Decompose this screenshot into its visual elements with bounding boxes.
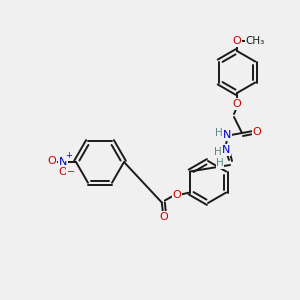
Text: O: O xyxy=(172,190,181,200)
Text: CH₃: CH₃ xyxy=(245,36,265,46)
Text: O: O xyxy=(58,167,68,177)
Text: O: O xyxy=(232,99,242,109)
Text: −: − xyxy=(67,167,75,177)
Text: O: O xyxy=(48,156,56,166)
Text: O: O xyxy=(159,212,168,221)
Text: H: H xyxy=(215,128,223,138)
Text: O: O xyxy=(232,36,242,46)
Text: N: N xyxy=(222,145,230,155)
Text: O: O xyxy=(253,127,261,137)
Text: N: N xyxy=(59,157,67,167)
Text: H: H xyxy=(216,158,224,168)
Text: N: N xyxy=(223,130,231,140)
Text: H: H xyxy=(214,147,222,157)
Text: +: + xyxy=(66,152,72,160)
